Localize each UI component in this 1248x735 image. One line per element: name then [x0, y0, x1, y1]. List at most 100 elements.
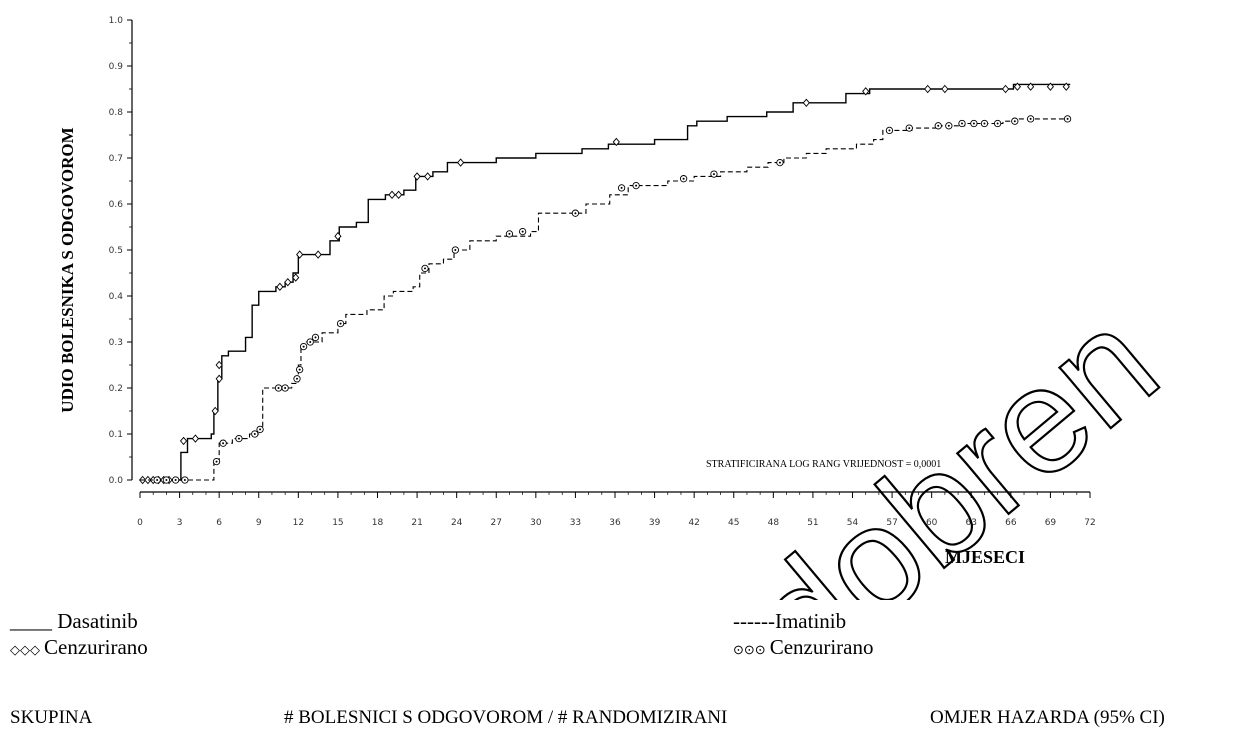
y-tick-label: 0.9: [109, 62, 124, 72]
dasatinib-censored-mark: [612, 137, 620, 147]
censor-dot: [183, 479, 186, 481]
censor-dot: [259, 428, 262, 431]
dasatinib-censored-mark: [215, 360, 223, 370]
imatinib-censored-mark: [306, 338, 314, 346]
circle-icon: ⊙⊙⊙: [733, 642, 766, 657]
x-tick-label: 24: [451, 518, 463, 528]
imatinib-censored-mark: [281, 384, 289, 392]
x-tick-label: 9: [256, 518, 262, 528]
y-tick-label: 0.7: [109, 154, 123, 164]
x-tick-label: 12: [293, 518, 304, 528]
imatinib-censored-mark: [421, 264, 429, 273]
legend-imatinib-censored-label: Cenzurirano: [769, 635, 874, 659]
x-tick-label: 30: [530, 518, 542, 528]
censor-dot: [620, 186, 623, 189]
censor-dot: [424, 267, 426, 270]
x-tick-label: 33: [570, 518, 581, 528]
censor-dot: [1029, 117, 1032, 120]
x-tick-label: 18: [372, 518, 384, 528]
censor-dot: [339, 322, 342, 325]
x-tick-label: 21: [411, 518, 422, 528]
imatinib-censored-mark: [293, 375, 301, 383]
imatinib-censored-mark: [505, 230, 514, 238]
censor-dot: [253, 433, 256, 435]
kaplan-meier-chart: 0.00.10.20.30.40.50.60.70.80.91.00 3 6 9 12 1…: [58, 16, 1188, 600]
imatinib-censored-mark: [776, 158, 784, 167]
dasatinib-censored-mark: [334, 232, 342, 241]
dasatinib-censored-mark: [179, 436, 188, 446]
imatinib-censored-mark: [632, 181, 640, 190]
censor-dot: [156, 479, 159, 481]
watermark-text: odobren: [658, 277, 1188, 600]
dasatinib-censored-mark: [296, 250, 304, 259]
y-tick-label: 0.0: [109, 476, 124, 486]
x-axis-label: MJESECI: [945, 547, 1025, 567]
censor-dot: [165, 479, 168, 481]
legend-imatinib: ------Imatinib ⊙⊙⊙ Cenzurirano: [733, 608, 873, 663]
imatinib-censored-mark: [336, 319, 345, 328]
censor-dot: [778, 161, 781, 164]
dasatinib-censored-mark: [1027, 82, 1035, 91]
imatinib-censored-mark: [970, 119, 978, 128]
y-tick-label: 0.1: [109, 430, 123, 440]
y-tick-label: 0.6: [109, 200, 124, 210]
dasatinib-censored-mark: [1001, 84, 1010, 94]
dasatinib-censored-mark: [1062, 82, 1070, 91]
censor-dot: [508, 232, 511, 235]
imatinib-censored-mark: [274, 384, 283, 392]
x-tick-label: 36: [609, 518, 621, 528]
imatinib-censored-mark: [451, 246, 459, 254]
imatinib-censored-mark: [993, 119, 1002, 128]
y-tick-label: 0.3: [109, 338, 123, 348]
imatinib-censored-mark: [299, 342, 308, 351]
x-tick-label: 57: [886, 518, 897, 528]
dasatinib-censored-mark: [413, 172, 421, 181]
censor-dot: [972, 122, 975, 125]
censor-dot: [215, 460, 218, 463]
legend-imatinib-line: ------Imatinib: [733, 609, 847, 633]
dasatinib-censored-mark: [388, 190, 396, 199]
x-tick-label: 3: [177, 518, 183, 528]
dasatinib-censored-mark: [1046, 82, 1055, 91]
column-header-group: SKUPINA: [10, 707, 93, 728]
x-tick-label: 15: [332, 518, 343, 528]
column-header-responders: # BOLESNICI S ODGOVOROM / # RANDOMIZIRAN…: [284, 707, 728, 728]
series-layer: [139, 82, 1072, 485]
censor-dot: [712, 173, 715, 176]
legend-dasatinib-line: ____ Dasatinib: [10, 609, 138, 633]
censor-dot: [908, 127, 911, 130]
dasatinib-censored-mark: [314, 250, 322, 259]
imatinib-censored-mark: [153, 476, 161, 484]
dasatinib-censored-mark: [215, 374, 223, 383]
dasatinib-curve: [140, 83, 1071, 481]
imatinib-censored-mark: [885, 126, 894, 135]
imatinib-censored-mark: [905, 124, 913, 132]
y-tick-label: 0.5: [109, 246, 123, 256]
dasatinib-censored-mark: [457, 158, 465, 167]
x-tick-label: 0: [137, 518, 143, 528]
imatinib-censored-mark: [162, 476, 171, 484]
censor-dot: [454, 249, 457, 251]
dasatinib-censored-mark: [276, 282, 284, 291]
censor-dot: [302, 345, 305, 348]
dasatinib-censored-mark: [211, 406, 219, 416]
x-tick-label: 6: [216, 518, 222, 528]
censor-dot: [983, 122, 986, 125]
diamond-icon: ◇◇◇: [10, 642, 40, 657]
imatinib-censored-mark: [235, 434, 243, 443]
censor-dot: [937, 124, 940, 127]
y-tick-label: 0.8: [109, 108, 124, 118]
censor-dot: [222, 442, 225, 445]
imatinib-censored-mark: [1011, 117, 1019, 125]
y-tick-label: 1.0: [109, 16, 124, 26]
imatinib-censored-mark: [181, 476, 189, 484]
imatinib-censored-mark: [617, 184, 626, 192]
x-tick-label: 42: [688, 518, 699, 528]
dasatinib-censored-mark: [941, 84, 949, 94]
legend-imatinib-censored: ⊙⊙⊙ Cenzurirano: [733, 634, 873, 663]
imatinib-censored-mark: [1026, 115, 1035, 123]
legend-dasatinib: ____ Dasatinib ◇◇◇ Cenzurirano: [10, 608, 148, 663]
imatinib-censored-mark: [171, 476, 180, 484]
imatinib-censored-mark: [934, 122, 942, 130]
imatinib-censored-mark: [311, 333, 320, 342]
